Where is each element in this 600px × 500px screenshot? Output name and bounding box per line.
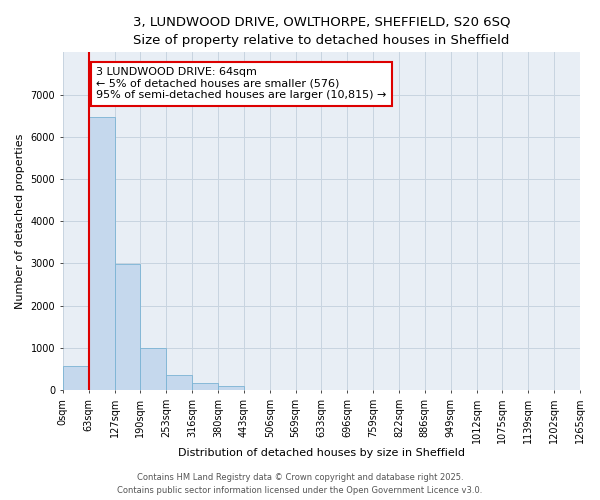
Bar	[166, 374, 192, 390]
Text: Contains HM Land Registry data © Crown copyright and database right 2025.
Contai: Contains HM Land Registry data © Crown c…	[118, 474, 482, 495]
Bar	[63, 366, 89, 390]
Bar	[218, 386, 244, 390]
Y-axis label: Number of detached properties: Number of detached properties	[15, 134, 25, 309]
Bar	[140, 348, 166, 390]
X-axis label: Distribution of detached houses by size in Sheffield: Distribution of detached houses by size …	[178, 448, 465, 458]
Text: 3 LUNDWOOD DRIVE: 64sqm
← 5% of detached houses are smaller (576)
95% of semi-de: 3 LUNDWOOD DRIVE: 64sqm ← 5% of detached…	[97, 67, 387, 100]
Bar	[115, 264, 140, 390]
Bar	[192, 384, 218, 390]
Title: 3, LUNDWOOD DRIVE, OWLTHORPE, SHEFFIELD, S20 6SQ
Size of property relative to de: 3, LUNDWOOD DRIVE, OWLTHORPE, SHEFFIELD,…	[133, 15, 510, 47]
Bar	[89, 116, 115, 390]
